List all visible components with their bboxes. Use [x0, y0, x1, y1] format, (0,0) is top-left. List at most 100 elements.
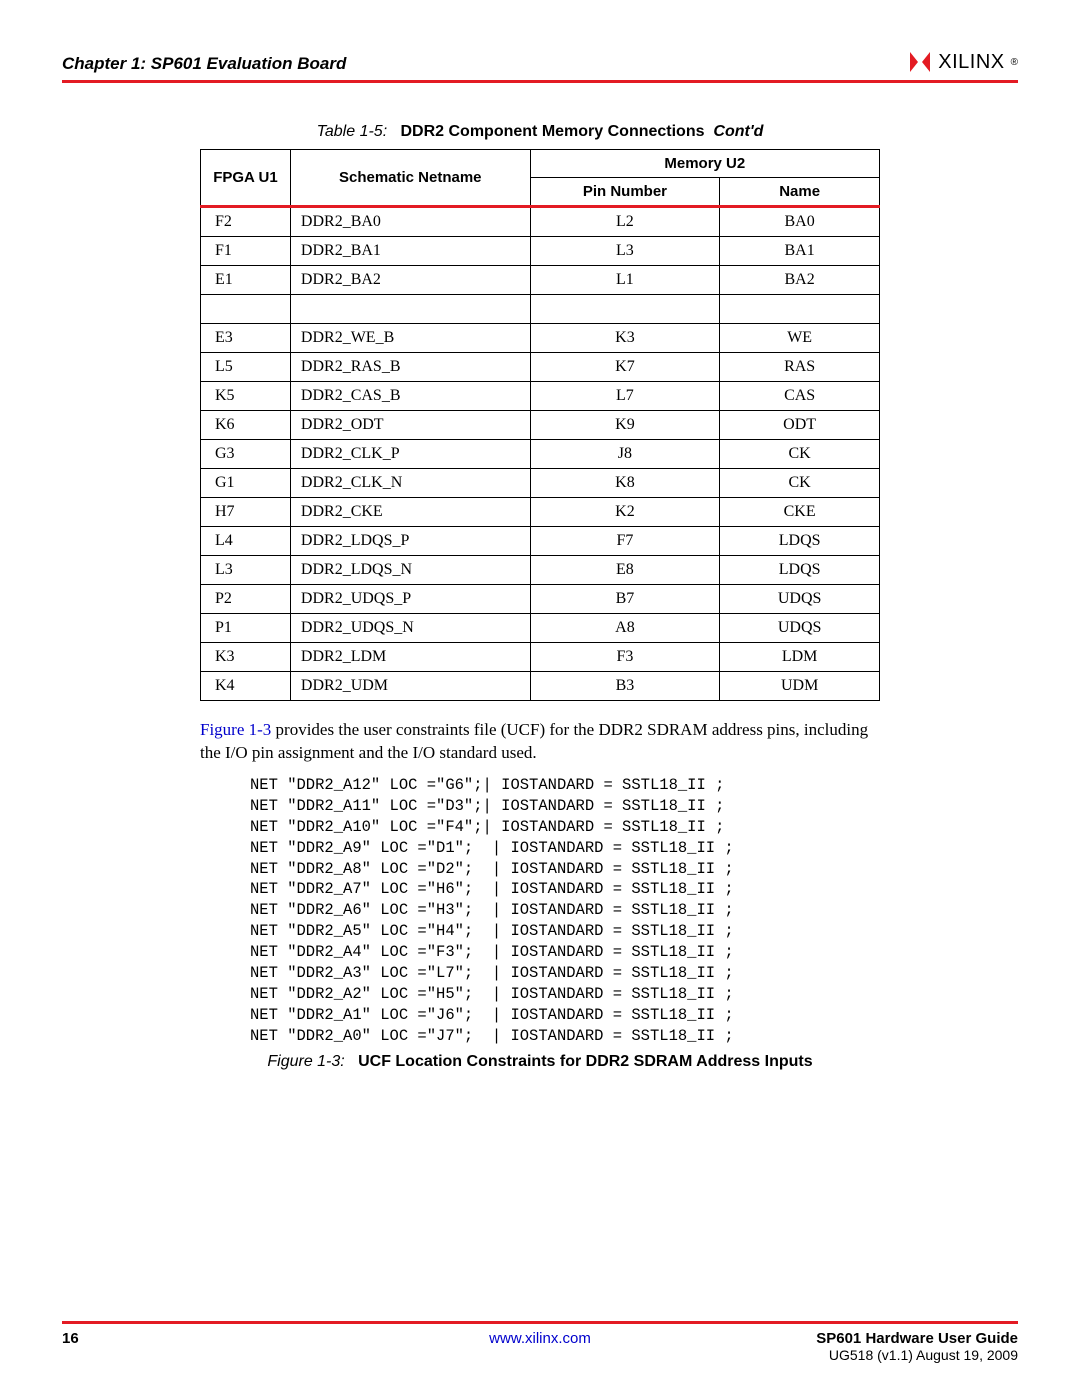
cell-fpga: L3 — [201, 556, 291, 585]
cell-name: RAS — [720, 353, 880, 382]
cell-fpga: F1 — [201, 237, 291, 266]
page-number: 16 — [62, 1330, 79, 1347]
cell-netname: DDR2_LDQS_N — [290, 556, 530, 585]
body-paragraph: Figure 1-3 provides the user constraints… — [200, 719, 880, 765]
table-row: K6DDR2_ODTK9ODT — [201, 411, 880, 440]
chapter-title: Chapter 1: SP601 Evaluation Board — [62, 54, 346, 74]
cell-netname: DDR2_ODT — [290, 411, 530, 440]
body-text-rest: provides the user constraints file (UCF)… — [200, 720, 868, 762]
cell-netname: DDR2_BA1 — [290, 237, 530, 266]
table-row — [201, 295, 880, 324]
th-memory: Memory U2 — [530, 150, 879, 178]
cell-pin: B3 — [530, 672, 720, 701]
table-caption: Table 1-5: DDR2 Component Memory Connect… — [62, 123, 1018, 141]
cell-netname: DDR2_WE_B — [290, 324, 530, 353]
cell-name: LDQS — [720, 527, 880, 556]
th-name: Name — [720, 178, 880, 207]
registered-mark: ® — [1011, 57, 1018, 68]
cell-pin: L7 — [530, 382, 720, 411]
memory-connections-table: FPGA U1 Schematic Netname Memory U2 Pin … — [200, 149, 880, 701]
blank-cell — [201, 295, 291, 324]
cell-netname: DDR2_BA0 — [290, 207, 530, 237]
cell-name: BA1 — [720, 237, 880, 266]
cell-netname: DDR2_CAS_B — [290, 382, 530, 411]
cell-pin: K2 — [530, 498, 720, 527]
xilinx-logo-text: XILINX — [938, 51, 1004, 74]
cell-netname: DDR2_CLK_N — [290, 469, 530, 498]
cell-name: BA2 — [720, 266, 880, 295]
table-caption-contd: Cont'd — [713, 123, 763, 140]
cell-name: CK — [720, 469, 880, 498]
cell-fpga: K6 — [201, 411, 291, 440]
cell-pin: B7 — [530, 585, 720, 614]
table-row: E3DDR2_WE_BK3WE — [201, 324, 880, 353]
cell-netname: DDR2_RAS_B — [290, 353, 530, 382]
cell-fpga: K5 — [201, 382, 291, 411]
cell-fpga: F2 — [201, 207, 291, 237]
cell-netname: DDR2_CKE — [290, 498, 530, 527]
cell-name: CK — [720, 440, 880, 469]
th-netname: Schematic Netname — [290, 150, 530, 207]
cell-name: LDM — [720, 643, 880, 672]
cell-netname: DDR2_UDQS_P — [290, 585, 530, 614]
blank-cell — [720, 295, 880, 324]
table-caption-prefix: Table 1-5: — [317, 123, 388, 140]
cell-netname: DDR2_LDQS_P — [290, 527, 530, 556]
cell-pin: E8 — [530, 556, 720, 585]
footer-link[interactable]: www.xilinx.com — [489, 1330, 591, 1347]
figure-caption-title: UCF Location Constraints for DDR2 SDRAM … — [358, 1053, 813, 1070]
cell-fpga: P2 — [201, 585, 291, 614]
cell-netname: DDR2_BA2 — [290, 266, 530, 295]
cell-name: BA0 — [720, 207, 880, 237]
table-row: K5DDR2_CAS_BL7CAS — [201, 382, 880, 411]
cell-netname: DDR2_UDM — [290, 672, 530, 701]
cell-fpga: L5 — [201, 353, 291, 382]
cell-pin: K8 — [530, 469, 720, 498]
footer-version: UG518 (v1.1) August 19, 2009 — [816, 1347, 1018, 1363]
page-header: Chapter 1: SP601 Evaluation Board XILINX… — [62, 50, 1018, 83]
xilinx-logo-icon — [908, 50, 932, 74]
cell-fpga: K3 — [201, 643, 291, 672]
table-row: K3DDR2_LDMF3LDM — [201, 643, 880, 672]
cell-fpga: K4 — [201, 672, 291, 701]
table-row: P1DDR2_UDQS_NA8UDQS — [201, 614, 880, 643]
cell-pin: K7 — [530, 353, 720, 382]
cell-netname: DDR2_CLK_P — [290, 440, 530, 469]
cell-pin: K9 — [530, 411, 720, 440]
blank-cell — [290, 295, 530, 324]
cell-pin: F7 — [530, 527, 720, 556]
cell-name: ODT — [720, 411, 880, 440]
figure-link[interactable]: Figure 1-3 — [200, 720, 271, 739]
cell-fpga: E1 — [201, 266, 291, 295]
table-row: F1DDR2_BA1L3BA1 — [201, 237, 880, 266]
cell-pin: L2 — [530, 207, 720, 237]
page-footer: 16 www.xilinx.com SP601 Hardware User Gu… — [62, 1321, 1018, 1363]
cell-pin: A8 — [530, 614, 720, 643]
table-caption-title: DDR2 Component Memory Connections — [400, 123, 704, 140]
footer-guide: SP601 Hardware User Guide — [816, 1330, 1018, 1347]
table-row: L4DDR2_LDQS_PF7LDQS — [201, 527, 880, 556]
cell-name: WE — [720, 324, 880, 353]
cell-pin: K3 — [530, 324, 720, 353]
cell-netname: DDR2_LDM — [290, 643, 530, 672]
th-pin: Pin Number — [530, 178, 720, 207]
cell-fpga: G3 — [201, 440, 291, 469]
table-row: L3DDR2_LDQS_NE8LDQS — [201, 556, 880, 585]
cell-fpga: G1 — [201, 469, 291, 498]
table-row: F2DDR2_BA0L2BA0 — [201, 207, 880, 237]
cell-pin: F3 — [530, 643, 720, 672]
cell-name: UDQS — [720, 585, 880, 614]
cell-pin: J8 — [530, 440, 720, 469]
cell-pin: L3 — [530, 237, 720, 266]
table-row: G1DDR2_CLK_NK8CK — [201, 469, 880, 498]
cell-fpga: P1 — [201, 614, 291, 643]
blank-cell — [530, 295, 720, 324]
table-row: H7DDR2_CKEK2CKE — [201, 498, 880, 527]
cell-name: UDQS — [720, 614, 880, 643]
table-row: P2DDR2_UDQS_PB7UDQS — [201, 585, 880, 614]
cell-fpga: L4 — [201, 527, 291, 556]
cell-name: CAS — [720, 382, 880, 411]
cell-name: UDM — [720, 672, 880, 701]
th-fpga: FPGA U1 — [201, 150, 291, 207]
xilinx-logo: XILINX ® — [908, 50, 1018, 74]
